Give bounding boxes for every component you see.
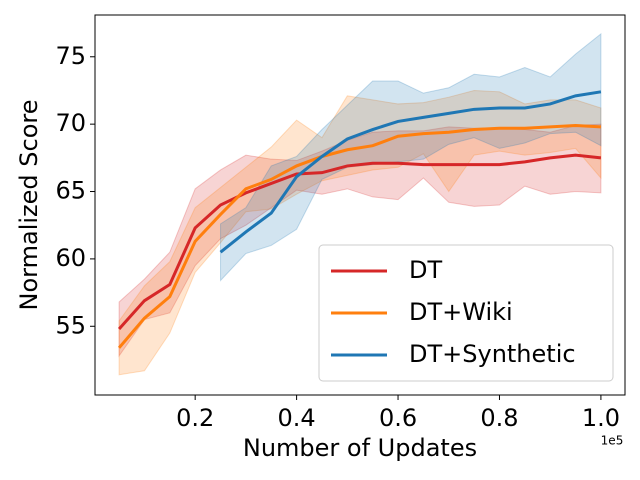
confidence-band (118, 123, 602, 358)
plot-frame (94, 14, 626, 396)
x-tick-label: 0.2 (176, 404, 214, 432)
legend-label: DT+Synthetic (409, 340, 576, 368)
x-tick-label: 0.4 (278, 404, 316, 432)
x-tick-label: 0.6 (379, 404, 417, 432)
x-offset-label: 1e5 (601, 434, 624, 448)
line (219, 90, 602, 254)
legend-box (318, 244, 614, 382)
x-tick-label: 1.0 (582, 404, 620, 432)
confidence-band (220, 32, 602, 282)
legend-label: DT (409, 256, 442, 284)
y-tick-label: 70 (55, 109, 86, 137)
y-tick-label: 55 (55, 311, 86, 339)
y-tick-label: 75 (55, 42, 86, 70)
y-tick-label: 65 (55, 177, 86, 205)
x-tick-label: 0.8 (480, 404, 518, 432)
line (117, 123, 601, 349)
line (117, 153, 602, 330)
x-axis-label: Number of Updates (243, 434, 477, 462)
y-axis-label: Normalized Score (15, 100, 43, 311)
legend-label: DT+Wiki (409, 298, 513, 326)
y-tick-label: 60 (55, 244, 86, 272)
